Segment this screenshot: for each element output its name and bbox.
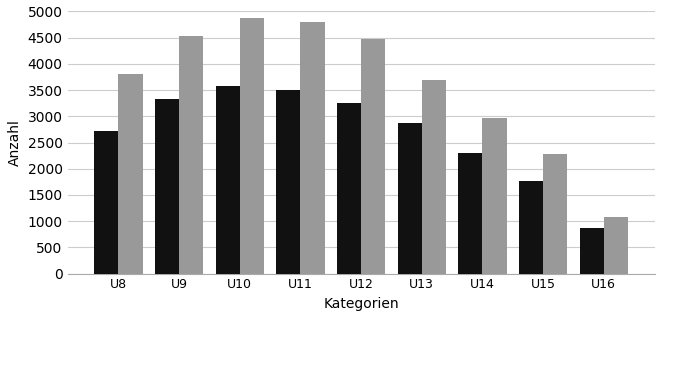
Bar [361,39,385,274]
Bar [240,18,264,274]
Bar [300,22,325,274]
Bar [483,117,507,274]
Bar [604,217,628,274]
X-axis label: Kategorien: Kategorien [323,297,399,311]
Bar [118,74,142,274]
Bar [215,86,240,274]
Bar [519,180,543,274]
Bar [95,131,118,274]
Bar [337,103,361,274]
Bar [179,36,203,274]
Bar [458,153,483,274]
Y-axis label: Anzahl: Anzahl [8,119,22,166]
Bar [422,79,446,274]
Bar [155,99,179,274]
Bar [276,90,300,274]
Bar [580,228,604,274]
Bar [398,123,422,274]
Bar [543,154,568,274]
